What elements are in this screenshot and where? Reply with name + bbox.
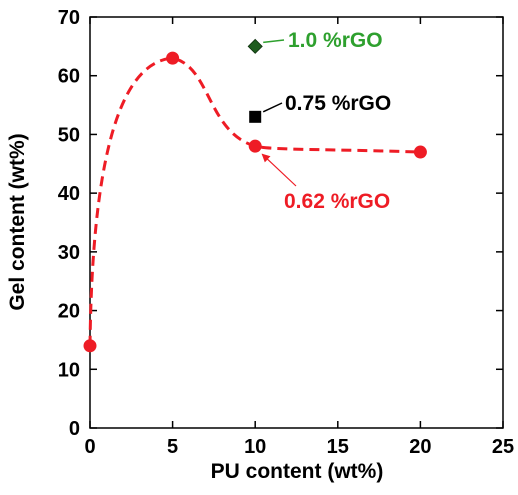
y-tick-label: 20 bbox=[58, 301, 80, 323]
y-axis-title: Gel content (wt%) bbox=[6, 133, 29, 310]
plot-frame bbox=[89, 16, 504, 429]
data-point-series-0-0 bbox=[83, 339, 97, 353]
x-tick-label: 10 bbox=[244, 436, 266, 458]
x-tick-label: 5 bbox=[167, 436, 178, 458]
x-tick-label: 15 bbox=[327, 436, 349, 458]
x-axis-title: PU content (wt%) bbox=[211, 460, 384, 483]
y-tick-label: 30 bbox=[58, 242, 80, 264]
x-tick-label: 0 bbox=[84, 436, 95, 458]
y-axis-ticks: 0 10 20 30 40 50 60 70 bbox=[58, 7, 503, 440]
y-tick-label: 70 bbox=[58, 7, 80, 29]
y-tick-label: 60 bbox=[58, 66, 80, 88]
data-point-series-0-3 bbox=[413, 145, 427, 159]
data-point-series-1-0 bbox=[249, 110, 262, 123]
data-point-series-0-1 bbox=[166, 51, 180, 65]
data-markers bbox=[83, 38, 427, 353]
y-tick-label: 0 bbox=[69, 418, 80, 440]
x-tick-label: 20 bbox=[409, 436, 431, 458]
x-axis-ticks: 0 5 10 15 20 25 bbox=[84, 17, 514, 458]
annotation-0.75-rgo: 0.75 %rGO bbox=[285, 92, 391, 115]
data-point-series-2-0 bbox=[247, 38, 263, 54]
x-tick-label: 25 bbox=[492, 436, 514, 458]
annotation-arrow-0.75-rgo bbox=[262, 102, 283, 113]
annotation-0.62-rgo: 0.62 %rGO bbox=[284, 190, 390, 213]
series-0.62-rgo-trend-line bbox=[88, 56, 421, 346]
y-tick-label: 10 bbox=[58, 359, 80, 381]
annotation-arrow-1.0-rgo bbox=[263, 39, 285, 44]
annotation-arrow-0.62-rgo bbox=[261, 153, 297, 187]
y-tick-label: 50 bbox=[58, 124, 80, 146]
data-point-series-0-2 bbox=[248, 139, 262, 153]
y-tick-label: 40 bbox=[58, 183, 80, 205]
annotation-1.0-rgo: 1.0 %rGO bbox=[288, 29, 383, 52]
